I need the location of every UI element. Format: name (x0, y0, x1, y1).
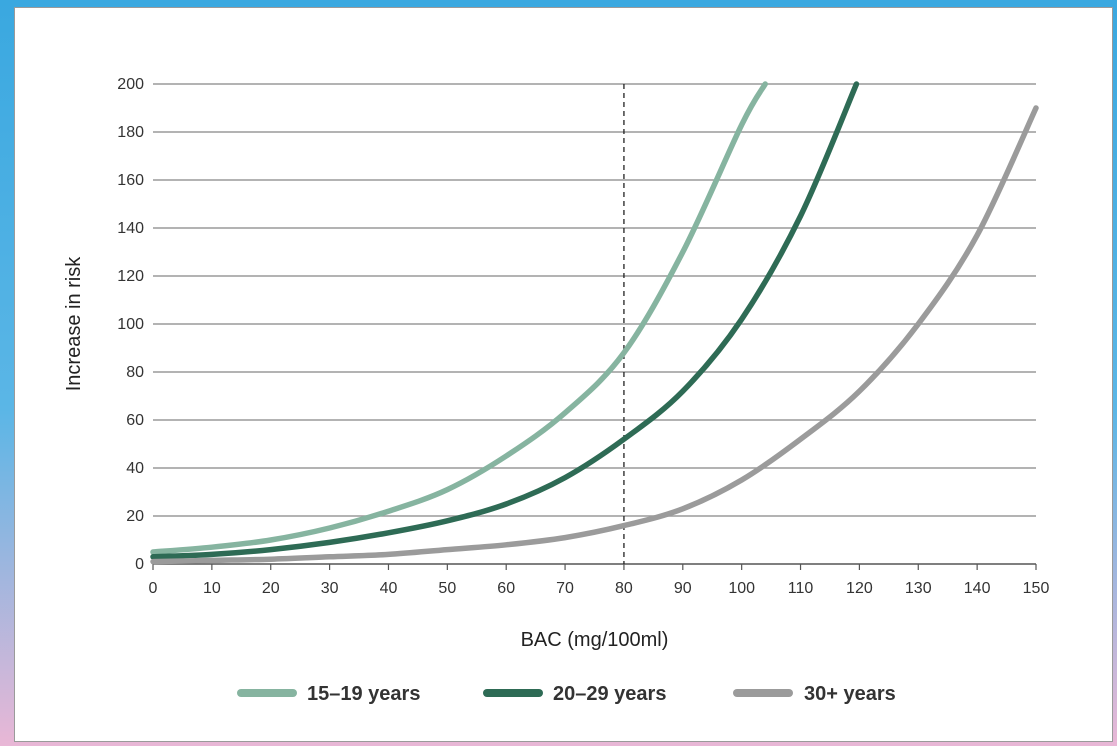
y-axis-label: Increase in risk (63, 256, 85, 391)
gridlines (152, 83, 1037, 570)
x-tick-label: 140 (964, 580, 991, 597)
series-line-1 (150, 81, 768, 555)
x-tick-labels: 0 10 20 30 40 50 60 70 80 90 100 110 120 130 140 150 (149, 580, 1050, 597)
y-tick-label: 180 (117, 124, 144, 141)
x-tick-label: 70 (556, 580, 574, 597)
y-tick-label: 100 (117, 316, 144, 333)
x-tick-label: 20 (262, 580, 280, 597)
x-tick-label: 120 (846, 580, 873, 597)
chart-card: 0 20 40 60 80 100 120 140 160 180 200 0 10 20 30 40 50 6… (14, 7, 1113, 742)
series-line-3 (150, 105, 1039, 565)
x-tick-label: 110 (788, 580, 814, 597)
x-tick-label: 100 (728, 580, 755, 597)
x-tick-label: 130 (905, 580, 932, 597)
x-tick-label: 90 (674, 580, 692, 597)
y-tick-label: 140 (117, 220, 144, 237)
y-tick-label: 40 (126, 460, 144, 477)
y-tick-label: 120 (117, 268, 144, 285)
x-axis-label: BAC (mg/100ml) (521, 629, 669, 651)
x-tick-label: 60 (497, 580, 515, 597)
y-tick-label: 200 (117, 76, 144, 93)
x-tick-label: 80 (615, 580, 633, 597)
x-tick-label: 10 (203, 580, 221, 597)
y-tick-label: 20 (126, 508, 144, 525)
legend-label: 30+ years (804, 683, 896, 705)
series-lines (150, 81, 1039, 565)
y-tick-label: 160 (117, 172, 144, 189)
legend: 15–19 years 20–29 years 30+ years (237, 683, 896, 705)
legend-label: 20–29 years (553, 683, 666, 705)
bac-risk-line-chart: 0 20 40 60 80 100 120 140 160 180 200 0 10 20 30 40 50 6… (63, 76, 1050, 705)
x-tick-label: 50 (438, 580, 456, 597)
y-tick-labels: 0 20 40 60 80 100 120 140 160 180 200 (117, 76, 144, 573)
x-tick-label: 30 (321, 580, 339, 597)
x-tick-label: 40 (380, 580, 398, 597)
series-line-2 (150, 81, 860, 560)
y-tick-label: 60 (126, 412, 144, 429)
x-tick-label: 150 (1023, 580, 1050, 597)
y-tick-label: 0 (135, 556, 144, 573)
y-tick-label: 80 (126, 364, 144, 381)
legend-label: 15–19 years (307, 683, 420, 705)
x-tick-label: 0 (149, 580, 158, 597)
